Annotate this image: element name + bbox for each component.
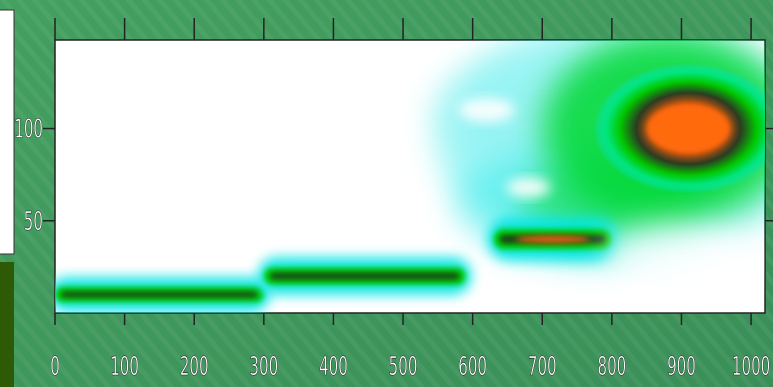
- left-edge-block: [0, 262, 14, 387]
- top-ticks: [54, 18, 752, 40]
- x-ticks: 0 100 200 300 400 500 600 700 800 900 1000: [50, 313, 770, 383]
- heat-layers: [55, 40, 765, 313]
- x-tick-label: 800: [597, 352, 626, 383]
- blob-core-3: [646, 104, 731, 153]
- x-tick-label: 0: [50, 352, 60, 383]
- y-ticks: 50 100: [14, 114, 773, 237]
- band-center-0: [61, 291, 258, 298]
- band-center-1: [269, 272, 460, 280]
- x-tick-label: 300: [249, 352, 278, 383]
- y-tick-label: 50: [24, 207, 43, 238]
- band-hot-2: [515, 235, 590, 244]
- x-tick-label: 700: [528, 352, 557, 383]
- left-edge-panel: [0, 9, 15, 255]
- y-tick-label: 100: [14, 114, 43, 145]
- white-patch-b: [506, 177, 551, 198]
- x-tick-label: 1000: [732, 352, 770, 383]
- x-tick-label: 500: [389, 352, 418, 383]
- x-tick-label: 400: [319, 352, 348, 383]
- x-tick-label: 600: [458, 352, 487, 383]
- white-patch-a: [458, 98, 515, 123]
- x-tick-label: 200: [180, 352, 209, 383]
- x-tick-label: 100: [110, 352, 139, 383]
- x-tick-label: 900: [667, 352, 696, 383]
- white-patch-c: [606, 222, 757, 293]
